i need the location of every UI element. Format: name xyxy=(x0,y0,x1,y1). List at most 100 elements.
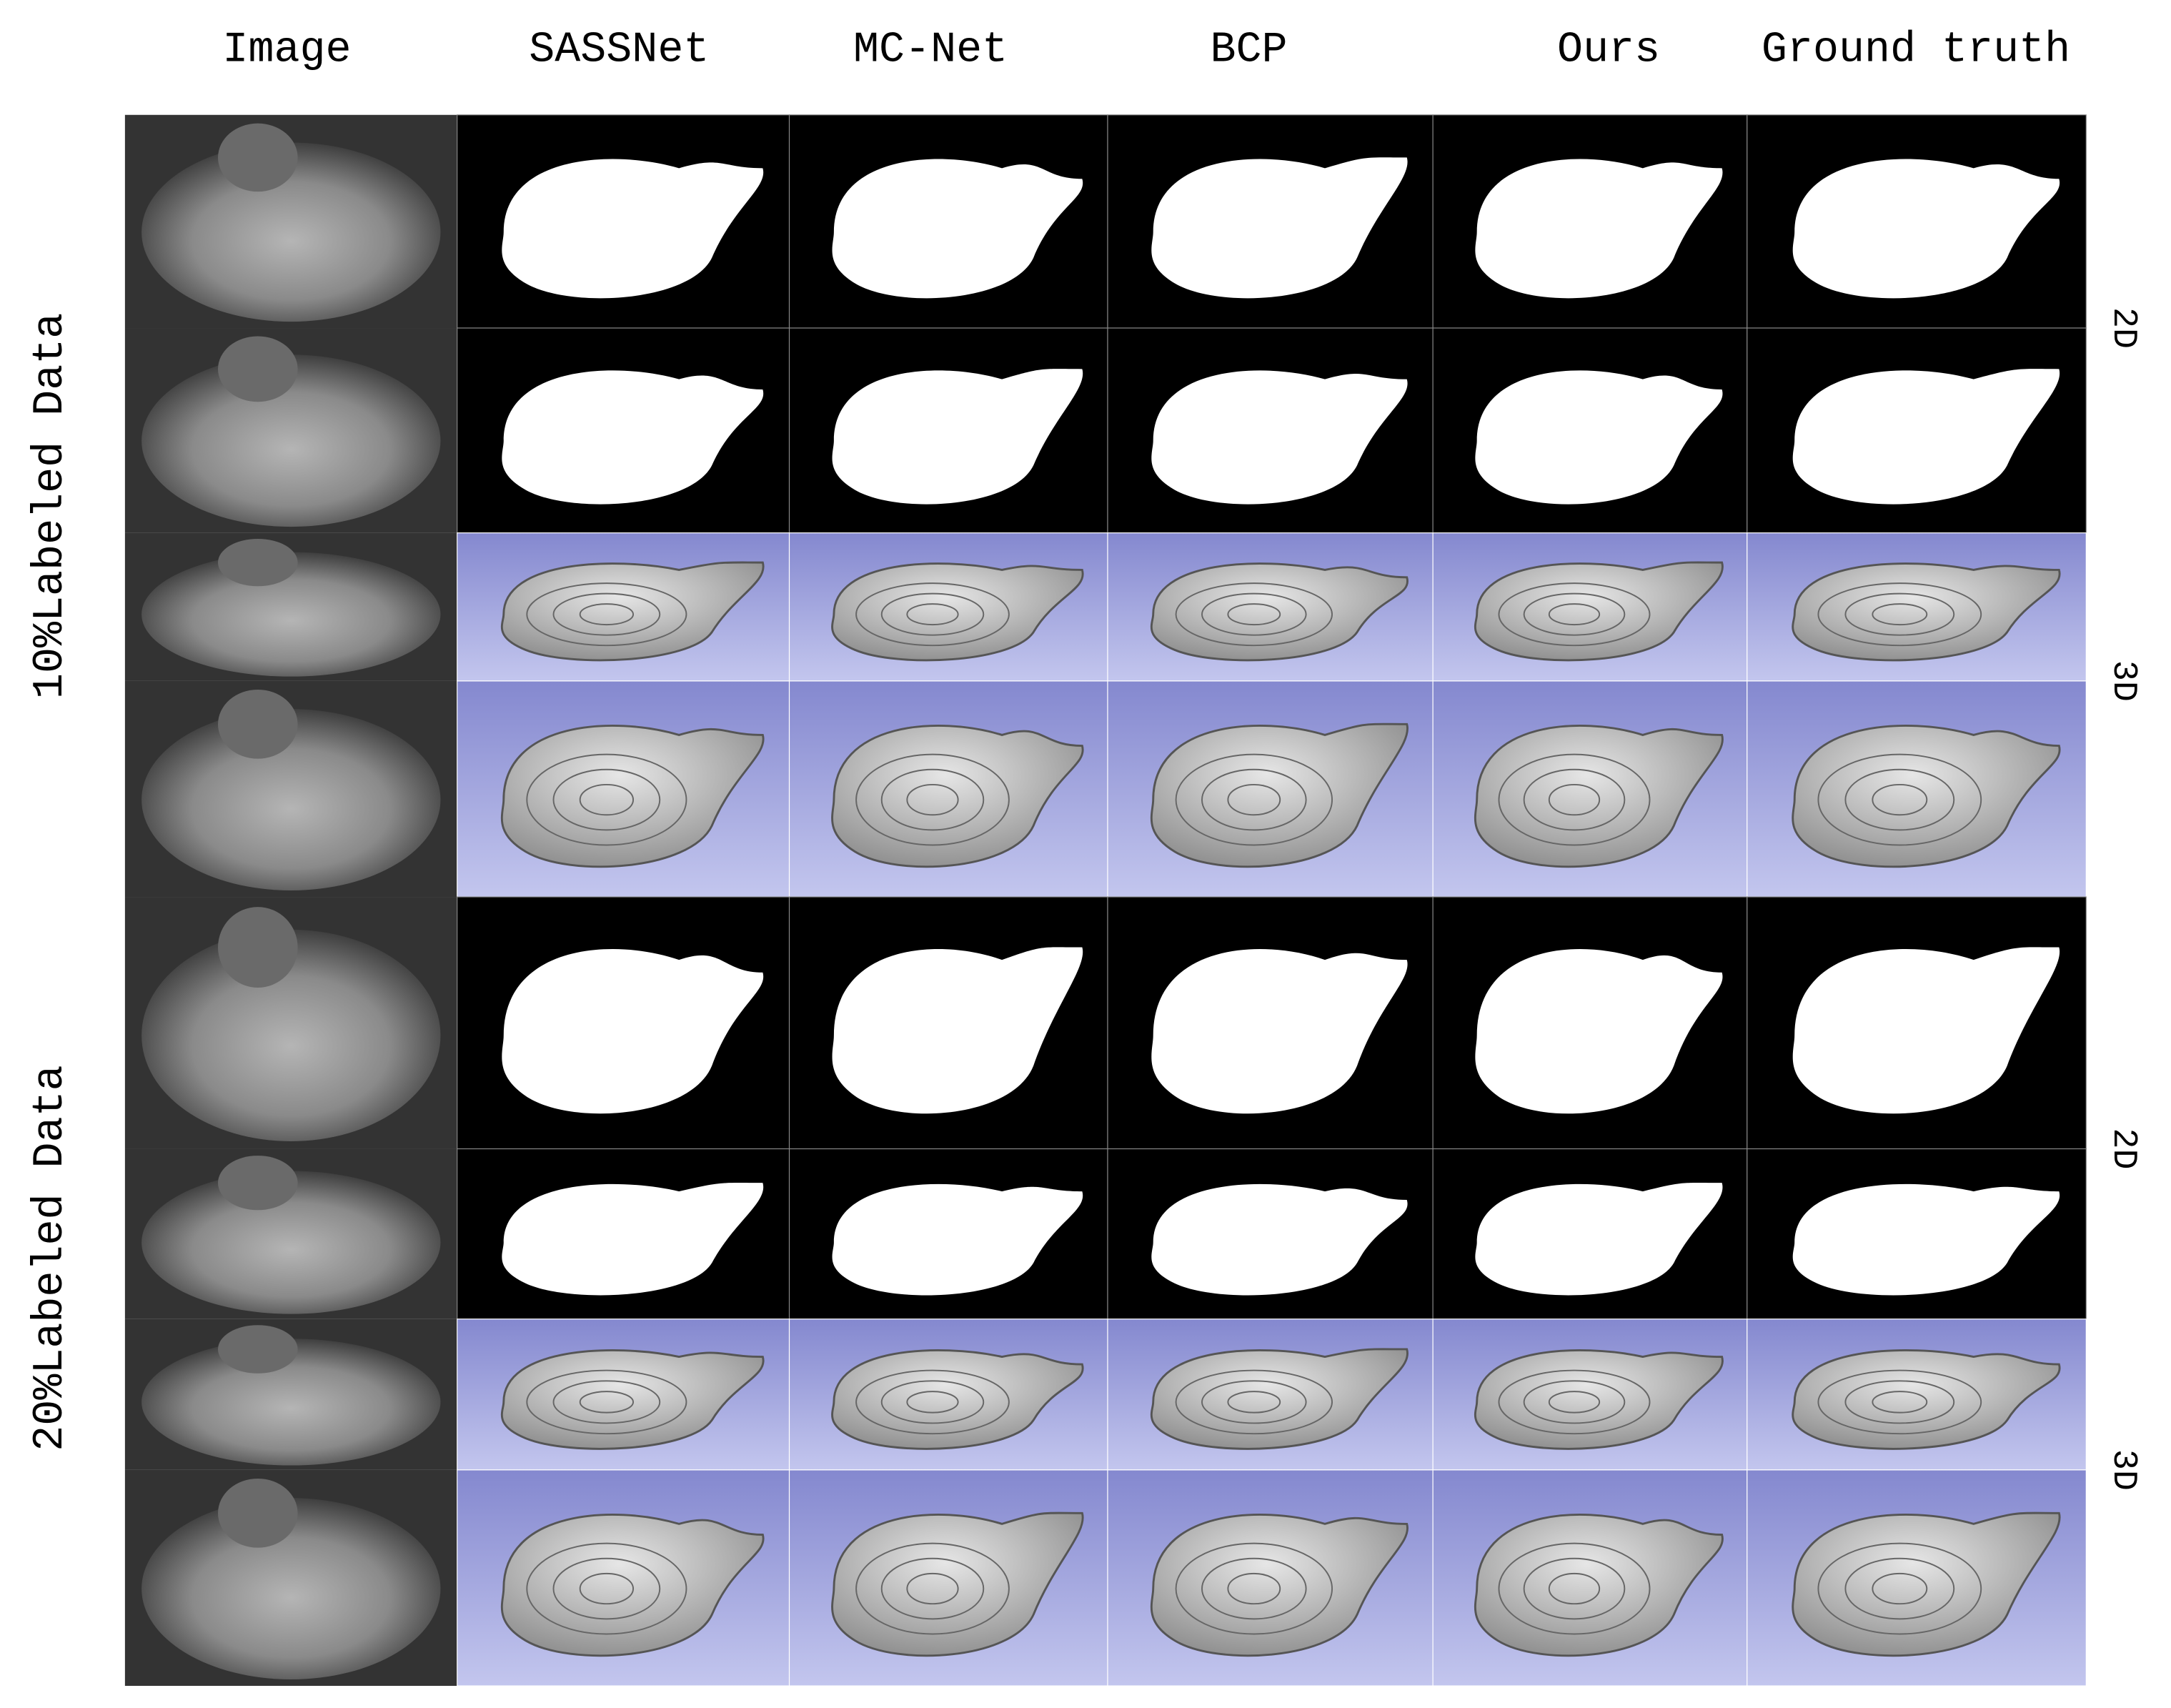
contour-line xyxy=(1498,582,1651,647)
segmentation-mask xyxy=(1792,1183,2060,1296)
mri-image xyxy=(218,907,298,988)
column-header: BCP xyxy=(1211,26,1288,75)
mri-image xyxy=(141,1171,441,1314)
segmentation-mask xyxy=(1151,157,1408,299)
contour-line xyxy=(855,753,1010,846)
row-type-label: 3D xyxy=(2104,660,2143,702)
row-type-label: 2D xyxy=(2104,307,2143,349)
contour-line xyxy=(880,592,985,636)
contour-line xyxy=(1872,1572,1928,1605)
segmentation-mask xyxy=(502,1183,764,1296)
row-type-label: 2D xyxy=(2104,1128,2143,1169)
contour-line xyxy=(1872,603,1928,626)
mri-image xyxy=(218,1478,298,1548)
contour-line xyxy=(1817,582,1982,647)
contour-line xyxy=(855,1542,1010,1635)
contour-line xyxy=(1872,783,1928,816)
contour-line xyxy=(1548,783,1601,816)
contour-line xyxy=(526,582,687,647)
segmentation-mask xyxy=(832,159,1083,299)
mri-image xyxy=(141,354,441,527)
segmentation-mask xyxy=(1475,949,1723,1114)
mri-image xyxy=(218,1156,298,1211)
contour-line xyxy=(906,603,959,626)
segmentation-mask xyxy=(1792,369,2060,505)
contour-line xyxy=(1844,1557,1955,1620)
group-label: 10%Labeled Data xyxy=(26,313,75,699)
contour-line xyxy=(1523,768,1626,831)
contour-line xyxy=(552,1380,661,1424)
segmentation-mask xyxy=(1151,370,1408,505)
segmentation-mask xyxy=(1475,370,1723,505)
contour-line xyxy=(1201,768,1307,831)
contour-line xyxy=(552,768,661,831)
contour-line xyxy=(1175,582,1333,647)
segmentation-mask xyxy=(1475,159,1723,299)
segmentation-mask xyxy=(832,1183,1083,1296)
contour-line xyxy=(1175,753,1333,846)
mri-image xyxy=(218,538,298,587)
segmentation-mask xyxy=(502,159,764,299)
segmentation-mask xyxy=(832,369,1083,505)
row-type-label: 3D xyxy=(2104,1449,2143,1491)
column-header: SASSNet xyxy=(529,26,709,75)
image-grid xyxy=(124,114,2087,1687)
contour-line xyxy=(1548,1572,1601,1605)
contour-line xyxy=(1227,783,1281,816)
contour-line xyxy=(1844,592,1955,636)
contour-line xyxy=(1817,753,1982,846)
column-header: Image xyxy=(222,26,351,75)
contour-line xyxy=(906,1391,959,1414)
contour-line xyxy=(1523,1557,1626,1620)
mri-image xyxy=(218,1325,298,1374)
segmentation-mask xyxy=(832,947,1083,1114)
contour-line xyxy=(552,1557,661,1620)
segmentation-mask xyxy=(1475,1183,1723,1296)
group-label: 20%Labeled Data xyxy=(26,1065,75,1451)
segmentation-mask xyxy=(1151,1183,1408,1296)
mri-image xyxy=(141,1498,441,1679)
contour-line xyxy=(1201,1557,1307,1620)
contour-line xyxy=(1201,592,1307,636)
mri-image xyxy=(141,709,441,890)
contour-line xyxy=(526,1369,687,1435)
contour-line xyxy=(906,783,959,816)
contour-line xyxy=(1817,1369,1982,1435)
contour-line xyxy=(579,783,635,816)
contour-line xyxy=(579,1572,635,1605)
segmentation-mask xyxy=(502,370,764,505)
contour-line xyxy=(1872,1391,1928,1414)
contour-line xyxy=(880,768,985,831)
segmentation-mask xyxy=(1151,949,1408,1114)
contour-line xyxy=(1548,1391,1601,1414)
mri-image xyxy=(141,552,441,677)
contour-line xyxy=(906,1572,959,1605)
contour-line xyxy=(1844,1380,1955,1424)
contour-line xyxy=(1201,1380,1307,1424)
contour-line xyxy=(880,1557,985,1620)
contour-line xyxy=(552,592,661,636)
contour-line xyxy=(1227,1391,1281,1414)
column-header: Ours xyxy=(1557,26,1660,75)
mri-image xyxy=(141,1339,441,1466)
segmentation-mask xyxy=(1792,159,2060,299)
contour-line xyxy=(1817,1542,1982,1635)
contour-line xyxy=(579,1391,635,1414)
contour-line xyxy=(579,603,635,626)
column-header: MC-Net xyxy=(853,26,1008,75)
contour-line xyxy=(1227,1572,1281,1605)
contour-line xyxy=(1498,1369,1651,1435)
labels: Image SASSNet MC-Net BCP Ours Ground truth 10%… xyxy=(26,26,2143,1491)
mri-image xyxy=(141,142,441,322)
contour-line xyxy=(1175,1542,1333,1635)
segmentation-mask xyxy=(1792,947,2060,1114)
contour-line xyxy=(1175,1369,1333,1435)
mri-image xyxy=(218,336,298,402)
contour-line xyxy=(880,1380,985,1424)
contour-line xyxy=(1227,603,1281,626)
contour-line xyxy=(526,1542,687,1635)
contour-line xyxy=(526,753,687,846)
contour-line xyxy=(1844,768,1955,831)
contour-line xyxy=(855,1369,1010,1435)
